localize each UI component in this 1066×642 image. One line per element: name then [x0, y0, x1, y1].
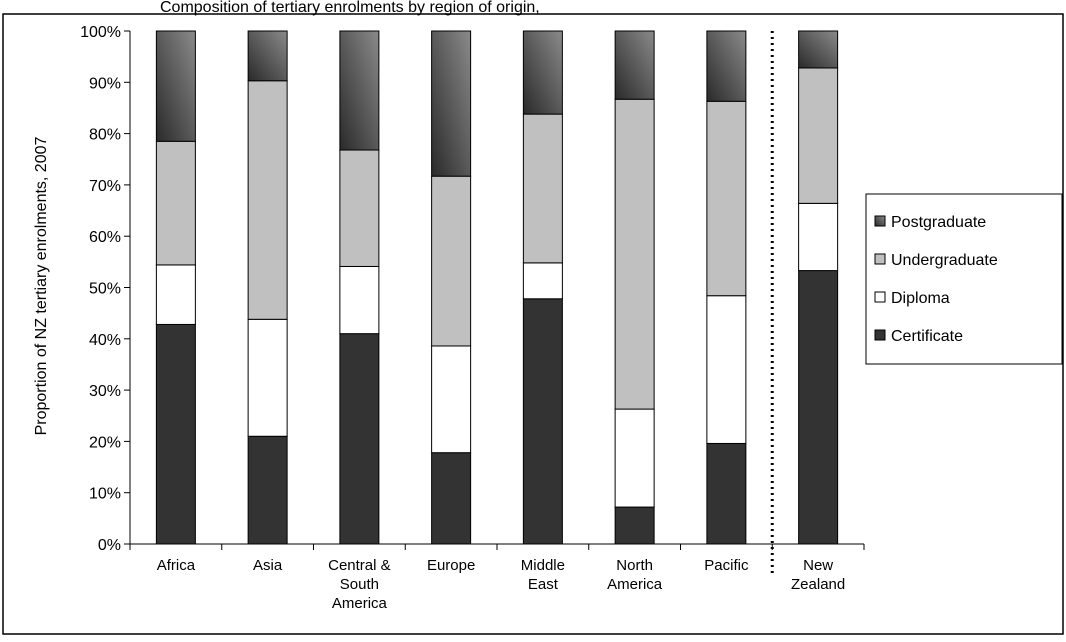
bar-segment-postgraduate: [798, 30, 839, 69]
bar-segment-diploma: [155, 264, 196, 325]
bar-segment-undergraduate: [798, 67, 839, 204]
bar-segment-undergraduate: [431, 175, 472, 347]
x-category-label: Africa: [157, 557, 196, 574]
x-category-label-line: Zealand: [791, 576, 845, 593]
x-category-label-line: South: [340, 576, 379, 593]
y-tick-label: 100%: [80, 24, 121, 41]
chart-title: Composition of tertiary enrolments by re…: [160, 0, 540, 16]
x-category-label-line: Europe: [427, 557, 475, 574]
y-tick-label: 0%: [98, 537, 121, 554]
bar-segment-postgraduate: [706, 30, 747, 102]
bar-stack: [431, 30, 472, 545]
legend-swatch-undergraduate: [874, 253, 886, 265]
y-tick-label: 50%: [89, 281, 121, 298]
bar-segment-postgraduate: [247, 30, 288, 82]
y-tick-label: 40%: [89, 332, 121, 349]
bar-stack: [522, 30, 563, 545]
x-category-label-line: America: [332, 595, 388, 612]
y-tick-label: 70%: [89, 178, 121, 195]
x-category-label-line: Central &: [328, 557, 391, 574]
x-category-label-line: North: [616, 557, 653, 574]
bar-stack: [155, 30, 196, 545]
bar-segment-certificate: [247, 435, 288, 545]
y-tick-label: 80%: [89, 127, 121, 144]
x-category-label-line: Asia: [253, 557, 283, 574]
legend-label: Diploma: [891, 290, 950, 307]
bar-segment-certificate: [522, 298, 563, 545]
legend: Postgraduate Undergraduate Diploma Certific…: [865, 193, 1063, 365]
bar-segment-undergraduate: [522, 113, 563, 264]
bar-segment-postgraduate: [431, 30, 472, 177]
bar-segment-undergraduate: [339, 149, 380, 267]
bar-segment-diploma: [431, 345, 472, 454]
bar-segment-diploma: [522, 262, 563, 300]
bar-segment-undergraduate: [614, 98, 655, 410]
y-tick-label: 90%: [89, 75, 121, 92]
y-axis-label: Proportion of NZ tertiary enrolments, 20…: [33, 137, 50, 436]
legend-label: Postgraduate: [891, 214, 986, 231]
bar-segment-undergraduate: [706, 100, 747, 297]
bar-segment-diploma: [339, 265, 380, 335]
bar-stack: [339, 30, 380, 545]
legend-box: [865, 193, 1063, 365]
bar-segment-diploma: [247, 318, 288, 437]
y-tick-label: 20%: [89, 434, 121, 451]
x-category-label: North America: [607, 557, 663, 593]
y-tick-label: 30%: [89, 383, 121, 400]
x-category-label-line: Africa: [157, 557, 196, 574]
bar-segment-diploma: [798, 202, 839, 272]
bar-segment-certificate: [431, 452, 472, 545]
bar-stack: [247, 30, 288, 545]
bar-segment-certificate: [339, 333, 380, 545]
legend-swatch-certificate: [874, 329, 886, 341]
bar-segment-diploma: [706, 295, 747, 444]
legend-swatch-postgraduate: [874, 215, 886, 227]
x-category-label-line: Middle: [521, 557, 565, 574]
legend-label: Certificate: [891, 328, 963, 345]
x-category-label-line: East: [528, 576, 559, 593]
bar-stack: [614, 30, 655, 545]
x-category-label-line: Pacific: [704, 557, 749, 574]
y-tick-label: 60%: [89, 229, 121, 246]
plot-area: 0% 10% 20% 30% 40% 50% 60% 70% 80% 90% 100% Africa A…: [80, 24, 865, 612]
x-category-label: Asia: [253, 557, 283, 574]
legend-swatch-diploma: [874, 291, 886, 303]
x-category-label: Pacific: [704, 557, 749, 574]
bar-segment-undergraduate: [247, 80, 288, 320]
bar-segment-diploma: [614, 408, 655, 508]
x-category-label-line: America: [607, 576, 663, 593]
y-tick-label: 10%: [89, 486, 121, 503]
bar-segment-certificate: [706, 442, 747, 545]
x-category-label-line: New: [803, 557, 833, 574]
x-category-label: New Zealand: [791, 557, 845, 593]
x-category-label: Middle East: [521, 557, 565, 593]
legend-label: Undergraduate: [891, 252, 998, 269]
bar-stack: [798, 30, 839, 545]
bar-segment-certificate: [155, 323, 196, 545]
bar-stack: [706, 30, 747, 545]
x-category-label: Central & South America: [328, 557, 391, 612]
bar-segment-certificate: [614, 506, 655, 545]
bar-segment-postgraduate: [614, 30, 655, 100]
bar-segment-postgraduate: [339, 30, 380, 151]
bar-segment-postgraduate: [522, 30, 563, 115]
bar-segment-undergraduate: [155, 140, 196, 266]
x-category-label: Europe: [427, 557, 475, 574]
bar-segment-certificate: [798, 270, 839, 545]
bar-segment-postgraduate: [155, 30, 196, 142]
